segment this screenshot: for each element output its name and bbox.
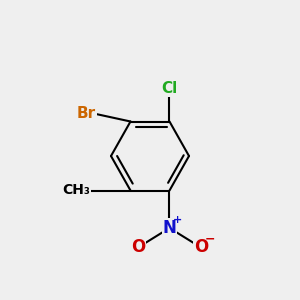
Text: CH₃: CH₃ — [62, 184, 90, 197]
Text: O: O — [194, 238, 208, 256]
Text: −: − — [205, 232, 215, 246]
Text: +: + — [173, 214, 182, 225]
Text: N: N — [163, 219, 176, 237]
Text: O: O — [131, 238, 145, 256]
Text: Cl: Cl — [161, 81, 178, 96]
Text: Br: Br — [77, 106, 96, 122]
